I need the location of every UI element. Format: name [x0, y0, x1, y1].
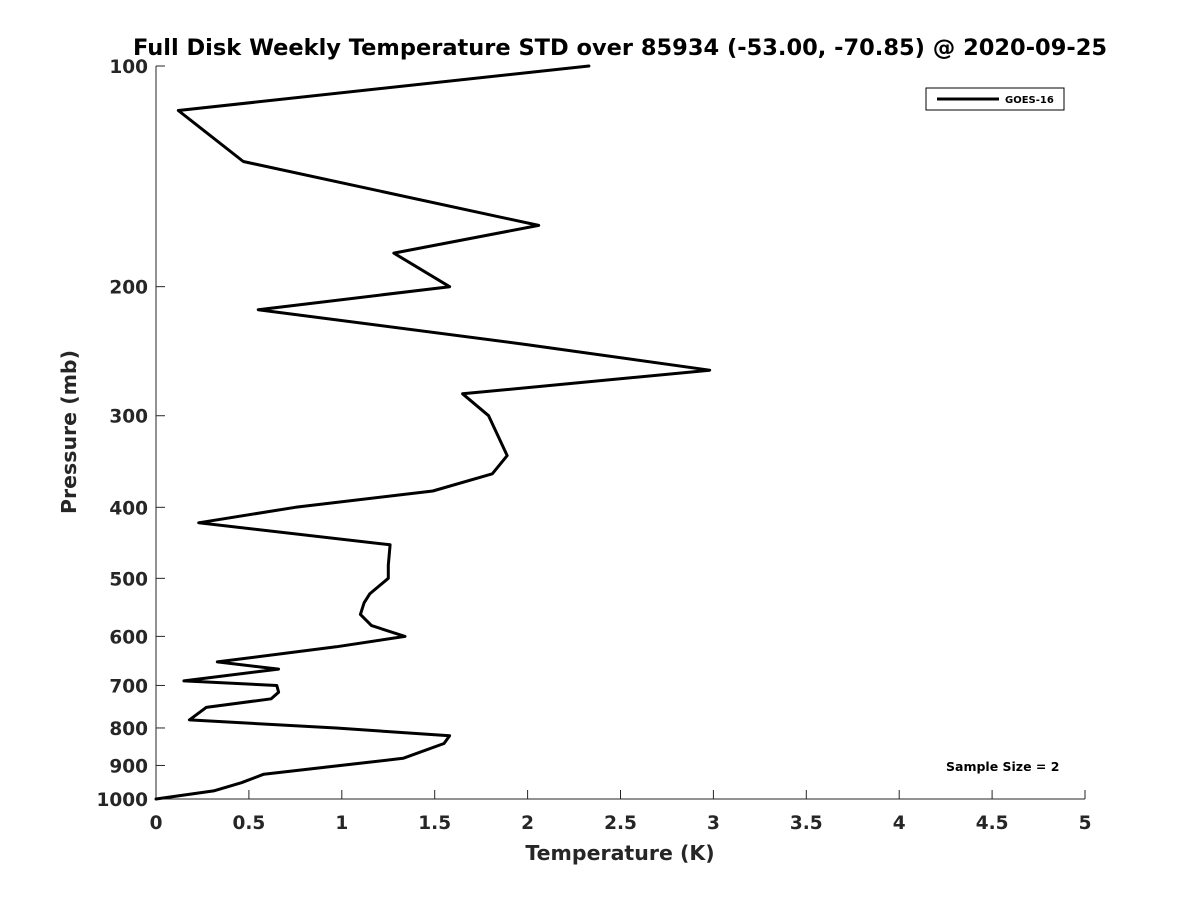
plot-area: 0 0.5 1 1.5 2 2.5 3 3.5 4 4.5 5 100 200 300 400 500 600 7…: [97, 57, 1092, 834]
legend: GOES-16: [925, 87, 1065, 111]
y-tick-label: 100: [109, 57, 148, 78]
sample-size-annotation: Sample Size = 2: [946, 759, 1059, 774]
y-tick-label: 400: [109, 498, 148, 519]
x-tick-label: 2.5: [604, 813, 637, 834]
x-tick-label: 4.5: [976, 813, 1009, 834]
y-axis-label: Pressure (mb): [57, 350, 81, 514]
x-tick-label: 5: [1079, 813, 1092, 834]
x-tick-label: 3.5: [790, 813, 823, 834]
series-line-goes-16: [154, 64, 712, 801]
x-tick-label: 1.5: [418, 813, 451, 834]
y-tick-label: 1000: [97, 790, 149, 811]
y-tick-label: 600: [109, 627, 148, 648]
y-tick-label: 700: [109, 676, 148, 697]
x-tick-label: 0: [150, 813, 163, 834]
y-tick-label: 900: [109, 756, 148, 777]
legend-label: GOES-16: [1005, 95, 1054, 106]
y-tick-label: 500: [109, 569, 148, 590]
x-tick-label: 1: [335, 813, 348, 834]
y-tick-label: 300: [109, 407, 148, 428]
y-tick-label: 800: [109, 719, 148, 740]
x-axis-label: Temperature (K): [525, 841, 714, 865]
x-tick-label: 4: [893, 813, 906, 834]
y-tick-label: 200: [109, 278, 148, 299]
x-tick-label: 3: [707, 813, 720, 834]
chart-title: Full Disk Weekly Temperature STD over 85…: [133, 35, 1107, 61]
x-tick-label: 0.5: [233, 813, 266, 834]
x-tick-label: 2: [521, 813, 534, 834]
